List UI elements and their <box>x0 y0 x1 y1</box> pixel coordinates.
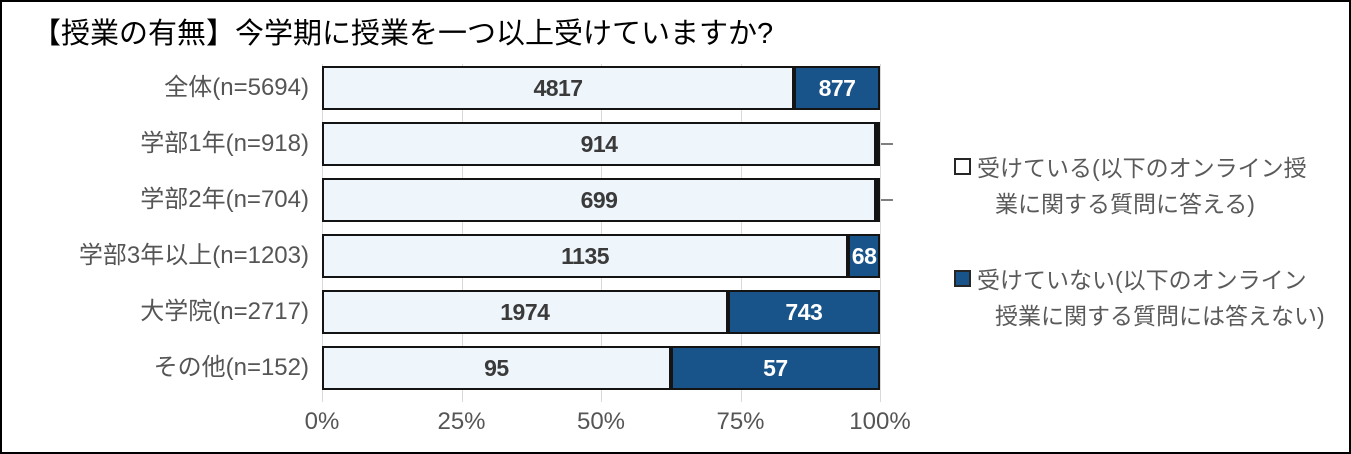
category-label: その他(n=152) <box>153 354 309 381</box>
bar-segment-not-attending: 743 <box>727 290 880 334</box>
bar-value-label: 5 <box>894 186 907 213</box>
bar-row: 699 5 <box>322 178 907 222</box>
bar-segment-not-attending: 68 <box>848 234 880 278</box>
value-axis: 0% 25% 50% 75% 100% <box>305 402 911 446</box>
bar-value-label: 699 <box>580 186 618 213</box>
bar-row: 4817 877 <box>322 66 880 110</box>
legend-swatch-icon <box>954 270 971 287</box>
bar-row: 95 57 <box>322 346 880 390</box>
bar-value-label: 4817 <box>533 74 583 101</box>
gridline <box>880 64 881 402</box>
bar-segment-attending: 1974 <box>322 290 728 334</box>
legend-label: 受けていない(以下のオンライン 授業に関する質問には答えない) <box>977 267 1325 329</box>
gridline <box>322 64 323 402</box>
bar-value-label: 95 <box>484 354 509 381</box>
x-tick-label: 100% <box>849 408 911 435</box>
category-label: 全体(n=5694) <box>164 74 309 101</box>
bar-segment-not-attending: 5 <box>876 178 907 222</box>
legend-item[interactable]: 受けている(以下のオンライン授 業に関する質問に答える) <box>954 150 1346 222</box>
value-leader-line <box>881 143 893 145</box>
bar-value-label: 68 <box>851 242 877 269</box>
chart-title: 【授業の有無】今学期に授業を一つ以上受けていますか? <box>32 18 774 50</box>
bar-value-label: 57 <box>763 354 788 381</box>
category-axis: 全体(n=5694) 学部1年(n=918) 学部2年(n=704) 学部3年以上(n… <box>12 64 317 402</box>
bar-row: 1135 68 <box>322 234 880 278</box>
category-label: 学部3年以上(n=1203) <box>78 242 309 269</box>
bar-value-label: 4 <box>894 130 907 157</box>
bar-segment-not-attending: 57 <box>670 346 880 390</box>
bar-segment-not-attending: 877 <box>794 66 880 110</box>
legend-swatch-icon <box>954 158 971 175</box>
x-tick-label: 75% <box>716 408 765 435</box>
gridline <box>461 64 463 402</box>
bar-value-label: 1974 <box>500 298 550 325</box>
x-tick-label: 0% <box>304 408 340 435</box>
bar-segment-attending: 914 <box>322 122 876 166</box>
bar-value-label: 877 <box>818 74 856 101</box>
plot-area: 4817 877 914 4 699 5 1135 68 1974 743 95 57 <box>322 64 907 402</box>
gridline <box>740 64 742 402</box>
bar-segment-attending: 1135 <box>322 234 849 278</box>
bar-row: 914 4 <box>322 122 907 166</box>
bar-value-label: 1135 <box>561 242 610 269</box>
category-label: 学部2年(n=704) <box>140 186 309 213</box>
bar-value-label: 743 <box>785 298 823 325</box>
bar-value-label: 914 <box>580 130 618 157</box>
x-tick-label: 50% <box>576 408 626 435</box>
x-tick-label: 25% <box>437 408 486 435</box>
bar-row: 1974 743 <box>322 290 880 334</box>
bar-segment-attending: 4817 <box>322 66 795 110</box>
category-label: 大学院(n=2717) <box>140 298 309 325</box>
chart-legend: 受けている(以下のオンライン授 業に関する質問に答える) 受けていない(以下のオンラ… <box>954 150 1346 374</box>
legend-label: 受けている(以下のオンライン授 業に関する質問に答える) <box>977 155 1307 217</box>
value-leader-line <box>881 199 893 201</box>
bar-segment-attending: 95 <box>322 346 671 390</box>
gridline <box>601 64 602 402</box>
category-label: 学部1年(n=918) <box>140 130 309 157</box>
legend-item[interactable]: 受けていない(以下のオンライン 授業に関する質問には答えない) <box>954 262 1346 334</box>
bar-segment-attending: 699 <box>322 178 876 222</box>
bar-segment-not-attending: 4 <box>876 122 907 166</box>
